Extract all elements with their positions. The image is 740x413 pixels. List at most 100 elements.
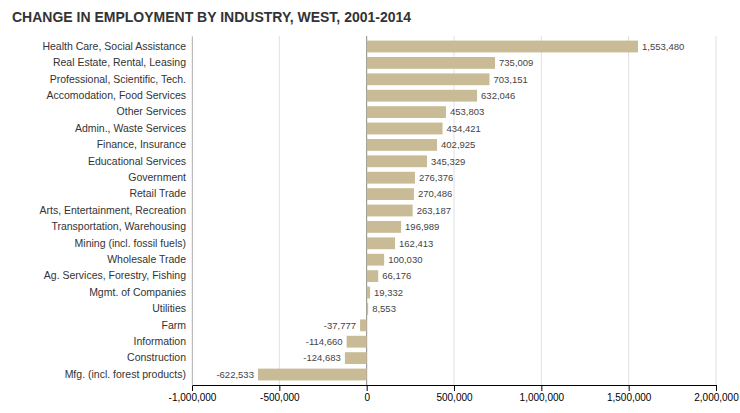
chart-container: CHANGE IN EMPLOYMENT BY INDUSTRY, WEST, … [0,0,740,413]
y-tick: Ag. Services, Forestry, Fishing [44,269,192,281]
data-label: 270,486 [418,188,452,199]
data-label: 735,009 [499,57,533,68]
y-tick-label: Transportation, Warehousing [51,220,186,232]
x-tick: -1,000,000 [169,385,217,403]
data-label: 162,413 [399,238,433,249]
bar [367,303,368,315]
y-tick: Admin., Waste Services [75,122,192,134]
data-label: -124,683 [303,352,341,363]
y-tick-label: Finance, Insurance [97,138,186,150]
x-tick-label: 500,000 [436,392,473,403]
bar [367,106,446,118]
x-tick-label: 0 [364,392,370,403]
y-tick-label: Information [133,335,186,347]
y-tick: Retail Trade [129,187,192,199]
x-tick-mark [629,385,630,391]
data-label: 19,332 [374,287,403,298]
bar [258,369,367,381]
bar [367,123,443,135]
bar [367,205,413,217]
bar [367,188,414,200]
bar [367,139,437,151]
y-tick-label: Ag. Services, Forestry, Fishing [44,269,186,281]
y-tick: Finance, Insurance [97,138,192,150]
y-axis: Mfg. (incl. forest products) Construction… [40,37,193,386]
y-tick: Government [128,171,192,183]
bar [367,90,477,102]
x-tick: 1,000,000 [520,385,565,403]
y-tick-label: Mining (incl. fossil fuels) [75,237,186,249]
x-tick: 2,000,000 [694,385,739,403]
bar [360,319,367,331]
data-label: 8,553 [372,303,396,314]
y-tick: Mgmt. of Companies [89,286,192,298]
y-tick: Educational Services [88,155,192,167]
bar [367,41,638,53]
y-tick-label: Accomodation, Food Services [47,89,186,101]
x-tick: 0 [364,385,370,403]
y-tick-label: Health Care, Social Assistance [42,40,186,52]
data-label: -37,777 [324,320,356,331]
y-tick-label: Utilities [152,302,186,314]
data-label: -622,533 [216,369,254,380]
data-label: 196,989 [405,221,439,232]
y-tick: Real Estate, Rental, Leasing [53,56,192,68]
x-tick: 1,500,000 [607,385,652,403]
y-tick: Health Care, Social Assistance [42,40,192,52]
grid-line [716,36,717,385]
y-tick: Wholesale Trade [107,253,192,265]
y-tick-label: Educational Services [88,155,186,167]
x-tick: 500,000 [436,385,473,403]
y-tick-label: Other Services [117,105,186,117]
x-tick-mark [541,385,542,391]
y-tick-label: Mfg. (incl. forest products) [65,368,186,380]
grid-line [541,36,542,385]
data-label: 453,803 [450,106,484,117]
y-tick-label: Arts, Entertainment, Recreation [40,204,187,216]
data-label: 703,151 [493,74,527,85]
grid-line [192,36,193,385]
y-tick-label: Mgmt. of Companies [89,286,186,298]
x-tick-mark [367,385,368,391]
grid-line [454,36,455,385]
chart-title: CHANGE IN EMPLOYMENT BY INDUSTRY, WEST, … [12,9,411,25]
bar [367,155,427,167]
x-tick-label: 2,000,000 [694,392,739,403]
bar [347,336,367,348]
bar [367,254,384,266]
chart-svg: CHANGE IN EMPLOYMENT BY INDUSTRY, WEST, … [0,0,740,413]
y-tick: Professional, Scientific, Tech. [50,73,192,85]
x-tick-label: -500,000 [260,392,300,403]
grid-line [628,36,629,385]
data-label: 66,176 [382,270,411,281]
data-label: 100,030 [388,254,422,265]
data-label: 632,046 [481,90,515,101]
y-tick: Other Services [117,105,192,117]
bar [367,221,401,233]
y-tick-label: Construction [127,351,186,363]
x-tick: -500,000 [260,385,300,403]
data-labels: -622,533 -124,683 -114,660 -37,777 8,553 19,3… [216,41,684,380]
y-tick: Farm [162,319,193,331]
x-tick-label: -1,000,000 [169,392,217,403]
x-tick-mark [716,385,717,391]
y-tick: Mfg. (incl. forest products) [65,368,192,380]
data-label: 263,187 [417,205,451,216]
x-tick-mark [454,385,455,391]
data-label: -114,660 [306,336,343,347]
y-tick: Transportation, Warehousing [51,220,192,232]
x-tick-mark [279,385,280,391]
grid-line [279,36,280,385]
bar [367,172,415,184]
data-label: 1,553,480 [642,41,684,52]
bar [367,287,370,299]
y-tick: Construction [127,351,192,363]
x-tick-mark [192,385,193,391]
grid [192,36,716,385]
plot-area: -622,533 -124,683 -114,660 -37,777 8,553 19,3… [40,36,740,403]
x-axis-line [193,386,717,392]
y-tick-label: Wholesale Trade [107,253,186,265]
y-tick: Mining (incl. fossil fuels) [75,237,192,249]
data-label: 434,421 [447,123,481,134]
bar [367,237,395,249]
